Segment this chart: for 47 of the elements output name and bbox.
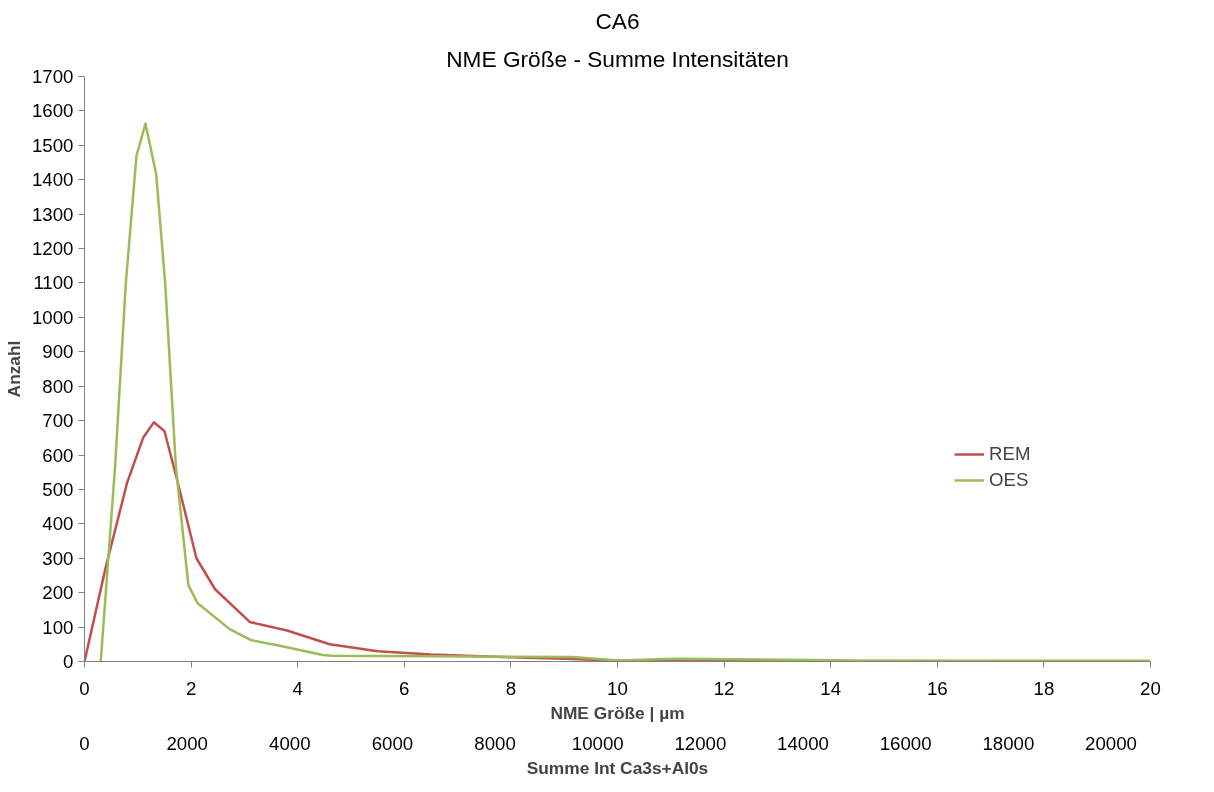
x2-tick-label: 0 [79, 732, 90, 754]
x2-tick-label: 10000 [571, 732, 624, 754]
y-tick-label: 300 [42, 547, 74, 569]
y-tick-label: 1200 [32, 238, 74, 260]
x2-tick-label: 4000 [269, 732, 311, 754]
y-tick-label: 1400 [32, 169, 74, 191]
x-axis-title: NME Größe | µm [550, 702, 685, 723]
x2-tick-label: 8000 [474, 732, 516, 754]
x-tick-label: 14 [820, 677, 842, 699]
x2-tick-label: 20000 [1085, 732, 1137, 754]
x-tick-label: 0 [79, 677, 90, 699]
y-tick-label: 1000 [32, 306, 74, 328]
y-tick-label: 1500 [32, 134, 74, 156]
y-tick-label: 700 [42, 410, 74, 432]
y-tick-label: 200 [42, 582, 74, 604]
y-tick-label: 600 [42, 444, 74, 466]
y-tick-label: 900 [42, 341, 74, 363]
y-tick-label: 1600 [32, 100, 74, 122]
y-tick-label: 1700 [32, 66, 74, 87]
y-tick-label: 400 [42, 513, 74, 535]
x-tick-label: 18 [1033, 677, 1055, 699]
y-tick-label: 1300 [32, 203, 74, 225]
y-tick-label: 0 [63, 651, 74, 672]
x-tick-label: 10 [607, 677, 628, 699]
y-tick-label: 1100 [33, 272, 74, 294]
x-tick-label: 20 [1140, 677, 1161, 699]
x-tick-label: 4 [292, 677, 303, 699]
x-tick-label: 16 [926, 677, 948, 699]
x2-tick-label: 12000 [674, 732, 727, 754]
legend-label: OES [989, 469, 1029, 491]
x2-tick-label: 6000 [371, 732, 414, 754]
x2-tick-label: 18000 [982, 732, 1035, 754]
x-tick-label: 8 [505, 677, 517, 699]
x-tick-label: 12 [713, 677, 735, 699]
y-tick-label: 100 [42, 616, 74, 638]
x-tick-label: 6 [399, 677, 410, 699]
x2-axis-title: Summe Int Ca3s+Al0s [526, 757, 709, 778]
x2-tick-label: 14000 [777, 732, 829, 754]
chart-title: CA6 [595, 7, 640, 34]
x2-tick-label: 16000 [879, 732, 932, 754]
legend-label: REM [989, 443, 1031, 465]
chart-subtitle: NME Größe - Summe Intensitäten [446, 45, 789, 72]
y-tick-label: 500 [42, 478, 74, 500]
y-axis-title: Anzahl [4, 340, 24, 398]
x2-tick-label: 2000 [166, 732, 208, 754]
x-tick-label: 2 [185, 677, 197, 699]
y-tick-label: 800 [42, 375, 74, 397]
